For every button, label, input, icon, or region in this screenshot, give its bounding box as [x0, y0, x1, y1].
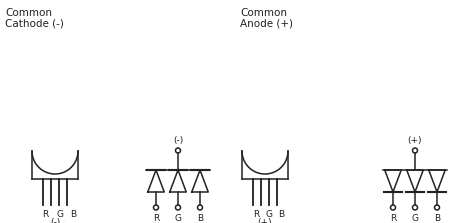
- Text: R: R: [42, 210, 48, 219]
- Text: Cathode (-): Cathode (-): [5, 18, 64, 28]
- Text: G: G: [411, 214, 419, 223]
- Text: R: R: [153, 214, 159, 223]
- Text: G: G: [265, 210, 273, 219]
- Text: Common: Common: [5, 8, 52, 18]
- Text: B: B: [278, 210, 284, 219]
- Text: Anode (+): Anode (+): [240, 18, 293, 28]
- Text: G: G: [174, 214, 182, 223]
- Text: (+): (+): [408, 136, 422, 145]
- Text: Common: Common: [240, 8, 287, 18]
- Text: (-): (-): [173, 136, 183, 145]
- Text: B: B: [434, 214, 440, 223]
- Text: G: G: [56, 210, 64, 219]
- Text: R: R: [390, 214, 396, 223]
- Text: B: B: [197, 214, 203, 223]
- Text: (+): (+): [258, 218, 272, 223]
- Text: R: R: [253, 210, 259, 219]
- Text: (-): (-): [50, 218, 60, 223]
- Text: B: B: [70, 210, 76, 219]
